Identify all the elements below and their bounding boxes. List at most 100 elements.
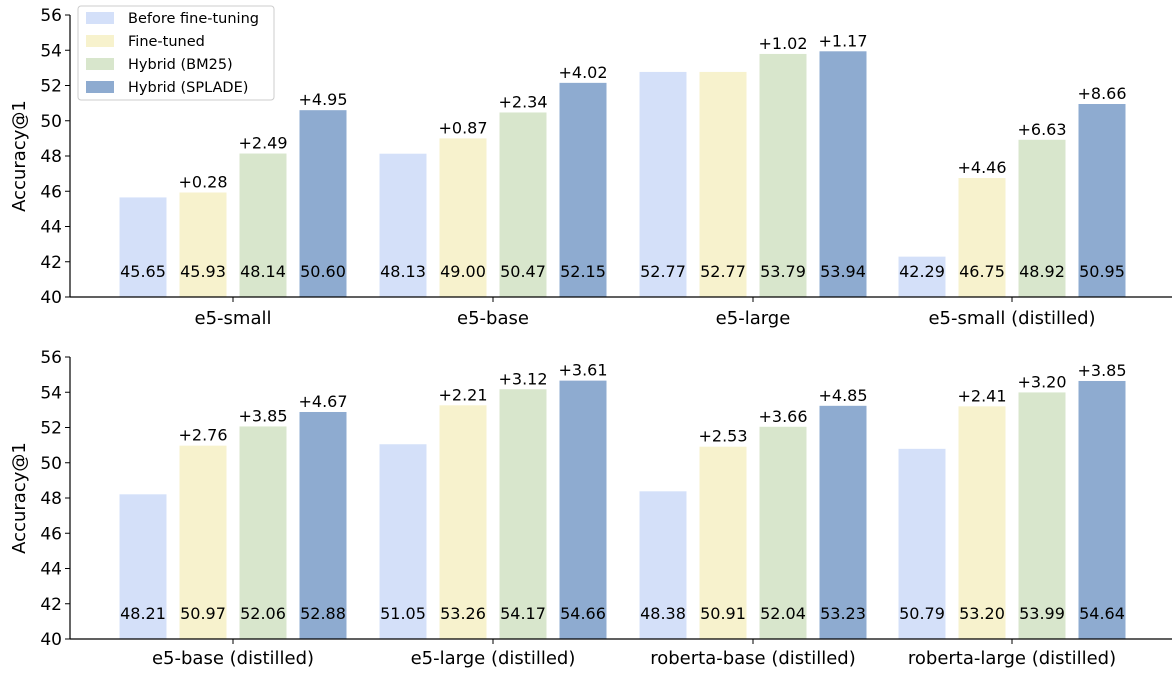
bar-e5-base-fine-tuned [439,138,487,297]
delta-label: +2.53 [698,427,747,446]
value-label: 45.65 [120,262,166,281]
delta-label: +2.76 [178,426,227,445]
delta-label: +0.87 [438,118,487,137]
value-label: 53.99 [1019,604,1065,623]
bar-roberta-base-distilled-hybrid-bm25 [759,426,807,639]
delta-label: +1.17 [818,31,867,50]
delta-label: +2.21 [438,385,487,404]
bar-e5-small-before-fine-tuning [119,197,167,297]
legend-frame [77,5,275,101]
bar-e5-base-hybrid-splade [559,82,607,297]
bar-e5-base-distilled-hybrid-splade [299,411,347,639]
value-label: 50.79 [899,604,945,623]
delta-label: +1.02 [758,34,807,53]
value-label: 53.94 [820,262,866,281]
value-label: 53.26 [440,604,486,623]
value-label: 52.04 [760,604,806,623]
legend-label-hybrid-bm25: Hybrid (BM25) [128,57,233,73]
bar-roberta-base-distilled-before-fine-tuning [639,491,687,639]
bar-e5-base-distilled-fine-tuned [179,445,227,639]
value-label: 53.23 [820,604,866,623]
legend-label-hybrid-splade: Hybrid (SPLADE) [128,80,248,96]
delta-label: +3.61 [558,361,607,380]
delta-label: +8.66 [1077,84,1126,103]
x-tick-label: e5-base [457,308,529,329]
y-tick-label: 42 [40,595,62,615]
value-label: 53.20 [959,604,1005,623]
x-tick-label: roberta-base (distilled) [650,648,856,669]
x-tick-label: e5-small [195,308,272,329]
delta-label: +2.49 [238,134,287,153]
chart-panel-top: 45.65 48.13 52.77 42.29 45.93 +0.28 49.00 +0.87… [9,6,1172,329]
y-tick-label: 56 [40,6,62,26]
value-label: 52.06 [240,604,286,623]
bar-roberta-large-distilled-before-fine-tuning [898,448,946,639]
bar-e5-large-hybrid-bm25 [759,53,807,297]
bar-e5-small-fine-tuned [179,192,227,297]
bar-e5-large-before-fine-tuning [639,71,687,298]
y-tick-label: 40 [40,630,62,650]
delta-label: +2.34 [498,92,547,111]
y-tick-label: 42 [40,253,62,273]
value-label: 46.75 [959,262,1005,281]
value-label: 51.05 [380,604,426,623]
delta-label: +3.66 [758,407,807,426]
bar-e5-base-hybrid-bm25 [499,112,547,297]
value-label: 48.13 [380,262,426,281]
value-label: 50.97 [180,604,226,623]
legend-label-before-fine-tuning: Before fine-tuning [128,11,259,27]
bar-e5-large-distilled-hybrid-bm25 [499,389,547,639]
y-tick-label: 54 [40,41,62,61]
delta-label: +3.20 [1017,372,1066,391]
delta-label: +4.02 [558,63,607,82]
y-tick-label: 56 [40,348,62,368]
bar-roberta-base-distilled-hybrid-splade [819,405,867,639]
value-label: 52.77 [700,262,746,281]
legend-swatch-fine-tuned [86,35,114,47]
value-label: 50.91 [700,604,746,623]
bar-roberta-large-distilled-fine-tuned [958,406,1006,639]
y-tick-label: 44 [40,218,62,238]
delta-label: +6.63 [1017,120,1066,139]
y-axis-label: Accuracy@1 [9,100,30,212]
value-label: 49.00 [440,262,486,281]
bar-e5-large-fine-tuned [699,71,747,298]
y-tick-label: 46 [40,182,62,202]
value-label: 48.38 [640,604,686,623]
delta-label: +3.85 [1077,361,1126,380]
value-label: 54.17 [500,604,546,623]
delta-label: +3.12 [498,369,547,388]
delta-label: +0.28 [178,172,227,191]
delta-label: +4.67 [298,392,347,411]
bar-e5-base-before-fine-tuning [379,153,427,297]
bar-e5-small-distilled-hybrid-splade [1078,104,1126,297]
x-tick-label: roberta-large (distilled) [908,648,1116,669]
bar-e5-small-hybrid-bm25 [239,153,287,297]
bar-e5-large-distilled-before-fine-tuning [379,444,427,639]
value-label: 42.29 [899,262,945,281]
value-label: 50.47 [500,262,546,281]
value-label: 54.66 [560,604,606,623]
bar-e5-small-distilled-before-fine-tuning [898,256,946,297]
y-tick-label: 50 [40,454,62,474]
delta-label: +2.41 [957,386,1006,405]
value-label: 48.92 [1019,262,1065,281]
bar-e5-large-distilled-hybrid-splade [559,380,607,639]
x-tick-label: e5-large (distilled) [411,648,576,669]
y-tick-label: 48 [40,147,62,167]
value-label: 50.60 [300,262,346,281]
legend-swatch-before-fine-tuning [86,12,114,24]
value-label: 45.93 [180,262,226,281]
value-label: 54.64 [1079,604,1125,623]
legend-swatch-hybrid-bm25 [86,58,114,70]
y-tick-label: 52 [40,77,62,97]
x-tick-label: e5-small (distilled) [928,308,1095,329]
y-tick-label: 40 [40,288,62,308]
bar-e5-base-distilled-hybrid-bm25 [239,426,287,639]
y-tick-label: 48 [40,489,62,509]
delta-label: +3.85 [238,406,287,425]
delta-label: +4.85 [818,386,867,405]
bar-e5-small-hybrid-splade [299,110,347,297]
chart-panel-bottom: 48.21 51.05 48.38 50.79 50.97 +2.76 53.26 +2.21… [9,348,1172,669]
delta-label: +4.46 [957,158,1006,177]
